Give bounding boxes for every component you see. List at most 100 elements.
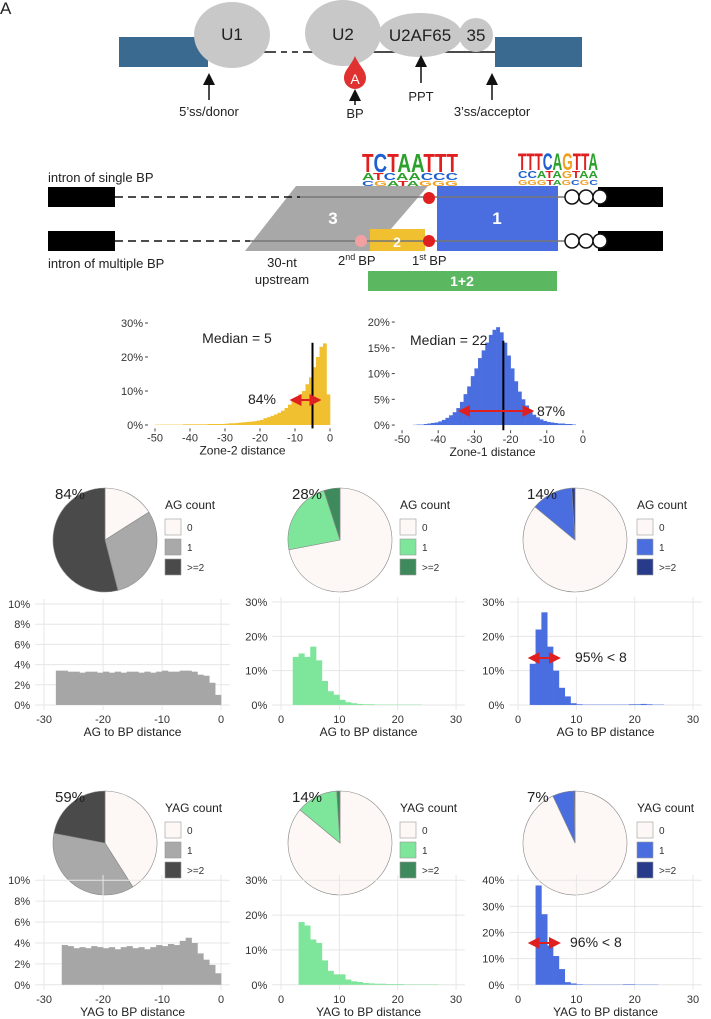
bar xyxy=(510,368,515,426)
bar xyxy=(207,423,212,425)
bar xyxy=(197,953,204,985)
y-tick-label: 0% xyxy=(374,420,390,432)
bar xyxy=(167,944,175,985)
x-axis-title: AG to BP distance xyxy=(557,725,655,739)
bar xyxy=(554,422,558,426)
logo-letter: T xyxy=(534,149,542,176)
histogram: 0% 10% 20% 30% 0 10 20 30 YAG to BP distance xyxy=(245,875,465,1019)
bar xyxy=(249,421,254,425)
pie-slice xyxy=(53,790,106,844)
logo-letter: C xyxy=(384,172,396,183)
x-tick-label: -40 xyxy=(430,434,446,446)
logo-letter: C xyxy=(421,172,433,183)
legend-swatch xyxy=(636,861,654,879)
bar xyxy=(321,680,329,705)
bar xyxy=(368,704,375,705)
bar xyxy=(298,394,303,425)
x-tick-label: 0 xyxy=(218,714,224,726)
x-tick-label: 30 xyxy=(687,714,699,726)
logo-letter: T xyxy=(423,148,435,178)
bar xyxy=(459,401,464,426)
bar xyxy=(327,970,334,985)
bar xyxy=(191,671,198,705)
logo-letter: G xyxy=(562,149,572,176)
logo-letter: T xyxy=(518,149,526,176)
x-tick-label: -20 xyxy=(503,434,519,446)
x-tick-label: -20 xyxy=(95,994,111,1006)
histogram: 0% 10% 20% 30% -50 -40 -30 -20 -10 0 Zone-2 distan… xyxy=(121,318,333,457)
bar xyxy=(488,334,493,426)
bar xyxy=(298,653,305,705)
y-tick-label: 2% xyxy=(14,680,30,692)
ppt-label: PPT xyxy=(408,89,433,104)
bar xyxy=(61,670,68,705)
logo-letter: G xyxy=(419,181,433,188)
pie-annotation: 28% xyxy=(292,486,322,503)
y-tick-label: 0% xyxy=(14,700,30,712)
bar xyxy=(345,979,352,985)
bar xyxy=(496,327,501,426)
x-axis-title: YAG to BP distance xyxy=(80,1005,185,1019)
median-label: Median = 22 xyxy=(410,332,488,348)
x-tick-label: 0 xyxy=(218,994,224,1006)
bar xyxy=(445,417,450,426)
bar xyxy=(126,671,133,705)
bar xyxy=(321,960,329,985)
pie-slice xyxy=(288,487,393,593)
bar xyxy=(203,675,210,705)
histogram: 0% 2% 4% 6% 8% 10% -30 -20 -10 0 AG to BP distance xyxy=(8,599,230,739)
bar xyxy=(558,969,566,985)
bar xyxy=(572,424,577,426)
pie-annotation: 14% xyxy=(292,789,322,806)
x-tick-label: -10 xyxy=(154,994,170,1006)
range-label: 95% < 8 xyxy=(575,649,627,665)
bar xyxy=(564,424,569,426)
bar xyxy=(557,423,562,426)
bar xyxy=(416,424,421,426)
u2af35 xyxy=(459,18,493,52)
bar xyxy=(209,964,216,985)
num: 1 xyxy=(412,253,419,268)
logo-letter: T xyxy=(362,148,374,178)
logo-letter: C xyxy=(543,149,553,176)
bar xyxy=(277,412,282,425)
bar xyxy=(284,408,289,425)
logo-letter: A xyxy=(552,170,561,181)
bar xyxy=(434,422,439,426)
y-tick-label: 10% xyxy=(368,369,390,381)
bar xyxy=(452,412,457,426)
bar xyxy=(235,422,240,425)
x-tick-label: 0 xyxy=(515,714,521,726)
pie-slice xyxy=(104,487,150,541)
bar xyxy=(144,949,151,985)
bar xyxy=(570,703,577,705)
logo-letter: A xyxy=(411,148,425,178)
bar xyxy=(61,945,68,985)
bar xyxy=(132,671,139,705)
bar xyxy=(267,417,271,425)
logo-letter: T xyxy=(387,148,399,178)
y-tick-label: 0% xyxy=(127,420,143,432)
bar xyxy=(470,376,475,426)
upstream-label: upstream xyxy=(255,272,309,287)
bp-drop xyxy=(344,56,366,89)
pie-slice xyxy=(104,511,158,591)
bar xyxy=(263,418,268,425)
x-tick-label: -10 xyxy=(154,714,170,726)
bar xyxy=(91,671,98,705)
y-tick-label: 15% xyxy=(368,343,390,355)
logo-letter: G xyxy=(374,181,388,188)
legend-title: AG count xyxy=(400,498,451,512)
bar xyxy=(570,983,577,985)
bar xyxy=(73,671,80,705)
logo-letter: T xyxy=(435,148,447,178)
x-axis-title: Zone-1 distance xyxy=(449,445,535,459)
exon xyxy=(119,37,208,67)
bar xyxy=(304,656,311,705)
bar xyxy=(108,672,116,705)
x-tick-label: -20 xyxy=(252,432,268,444)
logo-letter: T xyxy=(573,149,581,176)
bar xyxy=(215,973,222,985)
bar xyxy=(162,670,169,705)
exon xyxy=(598,231,663,251)
